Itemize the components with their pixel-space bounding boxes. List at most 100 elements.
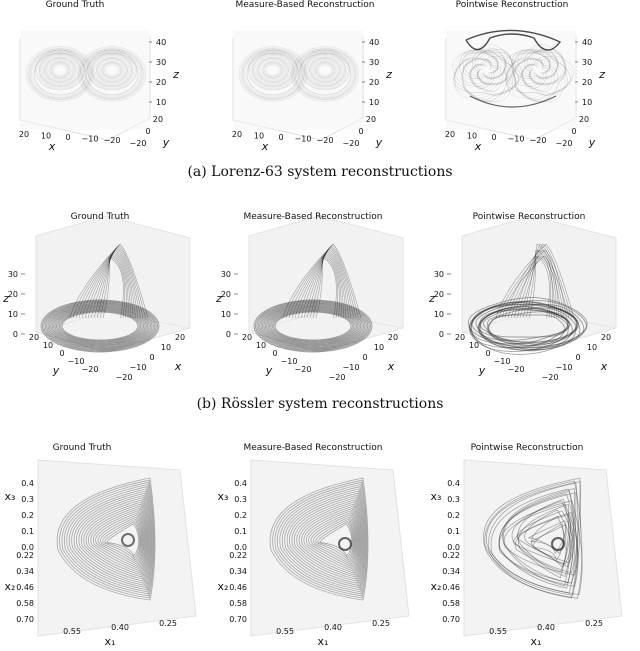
x1-axis-label: x₁ (531, 635, 542, 647)
attractor-loop (462, 51, 507, 89)
attractor-loop (476, 61, 497, 79)
x-tick-label: 10 (41, 132, 51, 141)
tri-measure-based-plot: 0.4 0.3 0.2 0.1 0.0 x₃ 0.22 0.34 0.46 0.58 0.70 x₂ 0… (218, 459, 410, 648)
attractor-loop (523, 57, 552, 82)
attractor-sheet (507, 249, 565, 319)
y-tick-label: −20 (130, 139, 147, 148)
attractor-loop (292, 47, 358, 101)
x1-tick-label: 0.55 (63, 627, 81, 636)
z-tick-label: 10 (582, 98, 592, 107)
x3-tick-label: 0.2 (21, 511, 34, 520)
attractor-core (121, 533, 135, 547)
z-tick-label: 10 (156, 98, 166, 107)
attractor-loop (85, 503, 147, 576)
attractor-loop (250, 51, 296, 89)
attractor-loop (71, 490, 151, 588)
attractor-loop (315, 62, 335, 78)
y-tick-label: 20 (242, 333, 252, 342)
x1-tick-label: 0.25 (159, 619, 177, 628)
x3-tick-label: 0.1 (234, 527, 247, 536)
attractor-loop (66, 486, 153, 593)
attractor-loop (272, 479, 368, 599)
z-tick-label: 10 (434, 310, 444, 319)
attractor-loop (452, 44, 523, 103)
attractor-loop (101, 61, 123, 79)
z-tick-label: 30 (434, 270, 444, 279)
attractor-loop (513, 48, 566, 93)
attractor-loop (29, 49, 91, 99)
z-axis-label: z (215, 292, 222, 305)
x2-axis-label: x₂ (431, 580, 442, 593)
tri-panel-ground-truth: Ground Truth 0.4 0.3 0.2 0.1 0.0 x₃ 0.22 0.34 0.… (0, 440, 213, 648)
attractor-ring (263, 305, 363, 347)
attractor-loop (63, 484, 154, 595)
attractor-loop (80, 48, 144, 100)
attractor-loop (33, 52, 87, 96)
axis-pane (461, 215, 617, 353)
attractor-sheet (498, 249, 572, 319)
attractor-loop (517, 498, 571, 577)
x2-axis-label: x₂ (218, 580, 229, 593)
x-tick-label: 20 (445, 130, 455, 139)
attractor-loop (269, 477, 369, 601)
attractor-loop (522, 57, 552, 83)
x3-tick-label: 0.0 (21, 543, 34, 552)
attractor-loop (505, 48, 569, 101)
attractor-ring (50, 305, 150, 347)
x3-axis-label: x₃ (431, 490, 442, 503)
attractor-ring (468, 304, 581, 348)
x-tick-label: 10 (587, 343, 597, 352)
tri-panel-pointwise: Pointwise Reconstruction 0.4 0.3 0.2 0.1 0.0… (426, 440, 640, 648)
attractor-ring (43, 301, 157, 351)
x-tick-label: 0 (575, 353, 580, 362)
attractor-sheet (513, 243, 560, 319)
attractor-loop (77, 46, 147, 102)
attractor-ring (257, 301, 369, 351)
z-tick-label: 20 (434, 290, 444, 299)
x1-axis-label: x₁ (105, 635, 116, 647)
y-tick-label: −10 (281, 357, 298, 366)
x2-tick-label: 0.46 (442, 583, 460, 592)
attractor-loop (92, 53, 132, 87)
attractor-ring (256, 301, 370, 351)
attractor-loop (100, 516, 142, 563)
attractor-ring (262, 304, 365, 348)
x3-tick-label: 0.0 (234, 543, 247, 552)
y-axis-label: y (265, 364, 273, 377)
attractor-loop (85, 52, 139, 96)
z-tick-label: 40 (156, 38, 166, 47)
panel-title: Measure-Based Reconstruction (235, 0, 375, 10)
attractor-loop (56, 477, 156, 601)
attractor-loop (294, 49, 356, 99)
y-tick-label: −20 (508, 365, 525, 374)
attractor-loop (98, 59, 126, 81)
attractor-loop (105, 64, 119, 76)
attractor-ring (267, 307, 359, 345)
attractor-sheet (312, 255, 339, 319)
x-tick-label: 0 (278, 133, 283, 142)
attractor-loop (511, 500, 576, 574)
attractor-ring (479, 304, 579, 348)
y-tick-label: 0 (272, 349, 277, 358)
attractor-loop (83, 501, 147, 578)
attractor-loop (48, 60, 72, 80)
attractor-sheet (522, 243, 553, 319)
x-tick-label: 20 (388, 333, 398, 342)
x3-tick-label: 0.2 (234, 511, 247, 520)
x3-tick-label: 0.3 (21, 495, 34, 504)
x-axis-label: x (48, 140, 56, 153)
attractor-loop (310, 514, 356, 565)
y-tick-label: −10 (494, 357, 511, 366)
attractor-loop (511, 50, 567, 96)
attractor-loop (284, 490, 364, 588)
attractor-ring (51, 305, 149, 347)
attractor-loop (28, 48, 92, 100)
attractor-loop (76, 495, 150, 584)
x-tick-label: −10 (82, 135, 99, 144)
attractor-loop (309, 57, 341, 83)
attractor-sheet (72, 244, 146, 319)
x1-tick-label: 0.25 (585, 619, 603, 628)
attractor-ring (470, 303, 585, 349)
